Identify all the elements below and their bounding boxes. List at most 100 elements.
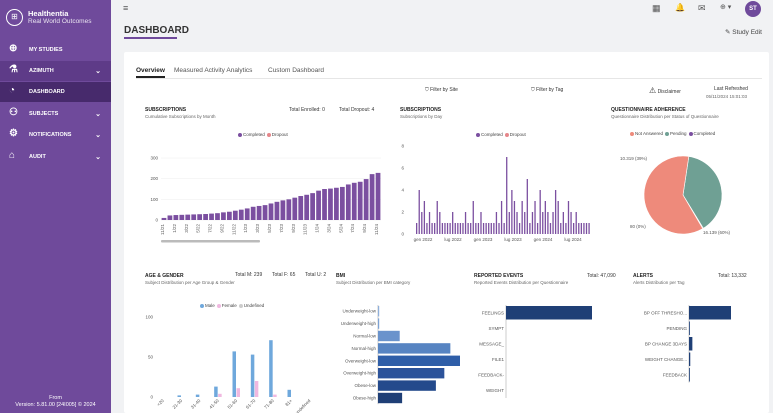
language-select[interactable]: ⊕ ▾	[720, 4, 732, 11]
shield-icon: ⌂	[9, 150, 16, 161]
bar	[418, 190, 420, 234]
bar	[221, 212, 226, 220]
warning-icon: ⚠	[649, 86, 657, 95]
x-tick-label: 1/24	[315, 224, 320, 233]
bar	[218, 393, 222, 397]
mail-icon[interactable]: ✉	[698, 3, 706, 13]
legend-swatch	[238, 132, 242, 137]
x-tick-label: lug 2022	[444, 237, 462, 242]
tab-custom-dashboard[interactable]: Custom Dashboard	[268, 67, 324, 74]
bar	[173, 215, 179, 220]
bar	[250, 354, 255, 397]
calendar-icon[interactable]: ▦	[652, 3, 661, 13]
globe-icon: ⊕	[9, 43, 18, 54]
refresh-label: Last Refreshed	[714, 86, 748, 92]
nav-azimuth[interactable]: ⚗ AZIMUTH ⌄	[0, 61, 111, 81]
users-icon: ⚇	[9, 107, 18, 118]
y-tick-label: 300	[150, 156, 158, 161]
bar	[467, 223, 469, 234]
subs-month-title: SUBSCRIPTIONS	[145, 107, 187, 113]
legend-swatch	[266, 132, 271, 137]
questionnaire-pie: 10.319 (39%) 80 (0%) 16.139 (60%)	[620, 155, 731, 235]
bar	[298, 196, 304, 220]
legend-swatch	[238, 303, 243, 308]
bar	[547, 212, 549, 234]
bar	[518, 223, 521, 234]
bar	[516, 212, 518, 234]
bar-label: BP OFF THRESHO...	[644, 310, 687, 315]
bar	[439, 212, 441, 234]
menu-icon[interactable]: ≡	[123, 3, 129, 13]
bar	[378, 318, 380, 329]
x-tick-label: <20	[156, 398, 165, 407]
bar	[578, 223, 580, 234]
bar	[557, 201, 559, 234]
bar	[345, 184, 351, 220]
nav-notifications[interactable]: ⚙ NOTIFICATIONS ⌄	[0, 125, 111, 145]
bar	[544, 201, 546, 234]
legend-label: Pending	[670, 131, 687, 136]
nav-dashboard[interactable]: ◔ DASHBOARD	[0, 82, 111, 102]
avatar[interactable]: ST	[745, 1, 761, 17]
bar	[177, 395, 181, 397]
bar	[452, 212, 454, 234]
bar-label: SYMPT	[488, 326, 504, 331]
questionnaire-legend: Not Answered Pending Completed	[628, 131, 715, 136]
bar	[287, 389, 291, 397]
total-dropout: Total Dropout: 4	[339, 107, 375, 113]
x-tick-label: 1/23	[243, 224, 248, 233]
study-edit-button[interactable]: ✎ Study Edit	[725, 28, 762, 36]
subs-day-chart: 0 2 4 6 8 gen 2022 lug 2022 gen 2023 lug 2023 gen…	[401, 144, 590, 242]
bmi-title: BMI	[336, 273, 346, 279]
bar	[485, 223, 487, 234]
bar	[262, 205, 268, 220]
bar-label: FEEDBACK-	[478, 372, 504, 377]
bar	[215, 213, 220, 220]
logo-icon: ⊞	[6, 9, 23, 26]
x-tick-label: 5/22	[196, 224, 201, 233]
tab-overview[interactable]: Overview	[136, 67, 165, 74]
bmi-chart: Underweight-low Underweight-high Normal-lo…	[341, 305, 460, 405]
version-from: From	[49, 395, 62, 401]
x-tick-label: 31-40	[190, 398, 202, 410]
pie-label: 80 (0%)	[630, 224, 646, 229]
bar	[480, 212, 482, 234]
filter-tag-button[interactable]: ⛉ Filter by Tag	[531, 87, 563, 93]
alerts-subtitle: Alerts Distribution per Tag	[633, 280, 685, 285]
chevron-down-icon: ⌄	[95, 111, 101, 118]
x-tick-label: 11/21	[160, 224, 165, 235]
bar-label: FILE1	[492, 357, 505, 362]
y-tick-label: 0	[155, 218, 158, 223]
bar	[552, 212, 554, 234]
bar	[328, 188, 333, 220]
x-tick-label: 71-80	[263, 398, 275, 410]
bell-icon[interactable]: 🔔	[675, 3, 685, 12]
nav-audit[interactable]: ⌂ AUDIT ⌄	[0, 147, 111, 167]
x-tick-label: 51-60	[227, 398, 239, 410]
alerts-title: ALERTS	[633, 273, 653, 279]
bar-label: BP CHANGE 3DAYS	[645, 341, 687, 346]
bar-label: Overweight-low	[345, 358, 377, 363]
bar	[689, 337, 693, 351]
bar	[477, 223, 480, 234]
legend-label: Male	[205, 303, 215, 308]
age-subtitle: Subject Distribution per Age Group & Gen…	[145, 280, 235, 285]
filter-site-button[interactable]: ⛉ Filter by Site	[425, 87, 458, 93]
bar	[462, 223, 464, 234]
x-tick-label: 7/23	[279, 224, 284, 233]
nav-my-studies[interactable]: ⊕ MY STUDIES	[0, 40, 111, 60]
disclaimer-button[interactable]: ⚠ Disclaimer	[649, 86, 681, 95]
bar	[470, 223, 472, 234]
bar	[464, 212, 467, 234]
x-tick-label: 11/24	[374, 224, 379, 235]
bar	[575, 212, 577, 234]
bar-label: Normal-high	[351, 346, 376, 351]
bar	[454, 223, 456, 234]
legend-label: Not Answered	[635, 131, 664, 136]
tab-measured-activity[interactable]: Measured Activity Analytics	[174, 67, 253, 74]
nav-subjects[interactable]: ⚇ SUBJECTS ⌄	[0, 104, 111, 124]
bar	[256, 205, 262, 220]
bar	[572, 223, 575, 234]
bar-label: WEIGHT CHANGE...	[645, 357, 687, 362]
bar-label: Obese-high	[353, 396, 377, 401]
